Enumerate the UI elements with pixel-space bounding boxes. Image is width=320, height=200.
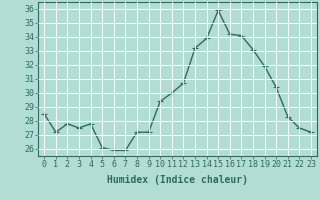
X-axis label: Humidex (Indice chaleur): Humidex (Indice chaleur) [107,175,248,185]
